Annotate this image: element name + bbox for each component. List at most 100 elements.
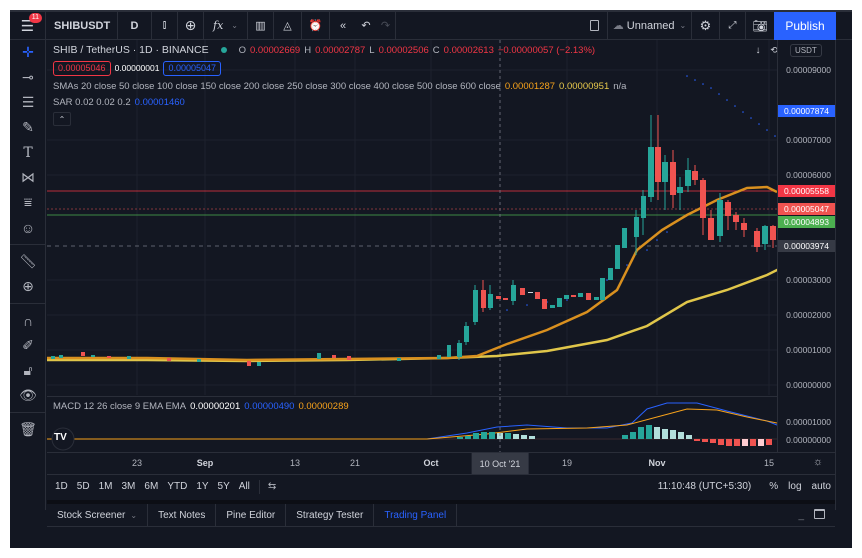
percent-scale-toggle[interactable]: %	[769, 481, 779, 492]
main-menu-button[interactable]: ☰ 11	[10, 11, 46, 40]
range-all[interactable]: All	[238, 481, 250, 492]
macd-axis-label: 0.00000000	[786, 435, 831, 445]
time-axis[interactable]: 23 Sep 13 21 Oct 19 Nov 15 10 Oct '21 ☼	[47, 452, 835, 474]
sar-legend-row[interactable]: SAR 0.02 0.02 0.2 0.00001460	[53, 94, 626, 110]
minimize-panel-button[interactable]: _	[798, 510, 804, 521]
snapshot-button[interactable]: 📷︎	[746, 12, 774, 40]
alarm-clock-icon: ⏰	[308, 20, 323, 32]
publish-button[interactable]: Publish	[774, 11, 836, 40]
crosshair-tool[interactable]: ✛	[10, 40, 46, 65]
main-chart-pane[interactable]: SHIB / TetherUS · 1D · BINANCE O 0.000026…	[47, 40, 778, 395]
redo-button[interactable]: ↷	[376, 11, 396, 40]
chart-legend: SHIB / TetherUS · 1D · BINANCE O 0.000026…	[53, 42, 626, 126]
range-3m[interactable]: 3M	[121, 481, 136, 492]
chart-settings-button[interactable]: ☼	[813, 456, 823, 468]
templates-button[interactable]: ◬	[274, 11, 302, 40]
tab-pine-editor[interactable]: Pine Editor	[216, 504, 287, 526]
remove-drawings[interactable]: 🗑︎	[10, 417, 46, 442]
go-to-date-button[interactable]: ⇆	[268, 481, 276, 492]
collapse-legend-button[interactable]: ⌃	[53, 112, 71, 126]
range-bar-right: 11:10:48 (UTC+5:30) % log auto	[658, 481, 831, 492]
buy-price-button[interactable]: 0.00005047	[163, 60, 222, 76]
crosshair-price-tag: 0.00003974	[778, 240, 835, 252]
hide-drawings[interactable]: 👁︎	[10, 383, 46, 408]
market-status-dot	[220, 47, 227, 53]
open-value: 0.00002669	[250, 44, 301, 56]
settings-button[interactable]: ⚙	[692, 11, 720, 40]
macd-pane[interactable]: TV MACD 12 26 close 9 EMA EMA 0.00000201…	[47, 396, 777, 453]
alert-button[interactable]: ⏰	[302, 11, 330, 40]
indicators-button[interactable]: fx ⌄	[204, 11, 248, 40]
sma-label: SMAs 20 close 50 close 100 close 150 clo…	[53, 80, 501, 92]
tab-stock-screener[interactable]: Stock Screener ⌄	[47, 504, 149, 526]
price-axis[interactable]: USDT 0.00009000 0.00007000 0.00006000 0.…	[777, 40, 835, 452]
prediction-tool[interactable]: ⩸	[10, 190, 46, 215]
range-1m[interactable]: 1M	[98, 481, 113, 492]
clock-display[interactable]: 11:10:48 (UTC+5:30)	[657, 481, 752, 492]
auto-scale-toggle[interactable]: auto	[811, 481, 831, 492]
tab-text-notes[interactable]: Text Notes	[148, 504, 217, 526]
lock-all-drawings[interactable]: 🔓︎	[10, 358, 46, 383]
reset-chart-button[interactable]: ⟲	[767, 43, 781, 57]
price-label: 0.00001000	[786, 345, 831, 355]
forecast-icon: ⩸	[23, 194, 33, 210]
range-1d[interactable]: 1D	[55, 481, 68, 492]
scroll-to-realtime-button[interactable]: ↓	[751, 43, 765, 57]
range-6m[interactable]: 6M	[144, 481, 159, 492]
fullscreen-button[interactable]: ⤢	[720, 11, 746, 40]
change-value: −0.00000057 (−2.13%)	[497, 44, 596, 56]
log-scale-toggle[interactable]: log	[788, 481, 802, 492]
price-label: 0.00003000	[786, 275, 831, 285]
bottom-panel-content	[47, 526, 835, 548]
symbol-search-button[interactable]: SHIBUSDT	[46, 11, 118, 40]
range-5d[interactable]: 5D	[76, 481, 90, 492]
spread-value: 0.00000001	[114, 62, 160, 73]
range-1y[interactable]: 1Y	[196, 481, 209, 492]
eye-icon: 👁︎	[19, 387, 37, 403]
tab-strategy-tester[interactable]: Strategy Tester	[286, 504, 375, 526]
fib-tool[interactable]: ☰	[10, 90, 46, 115]
lock-drawing-mode[interactable]: ✐	[10, 333, 46, 358]
sma-value-2: 0.00000951	[559, 80, 610, 92]
brush-icon: ✎	[22, 119, 34, 135]
maximize-panel-button[interactable]	[814, 508, 825, 522]
financials-button[interactable]: ▥	[248, 11, 274, 40]
interval-button[interactable]: D	[118, 11, 152, 40]
macd-label: MACD 12 26 close 9 EMA EMA	[53, 401, 187, 412]
tradingview-logo[interactable]: TV	[54, 432, 67, 443]
icon-tool[interactable]: ☺	[10, 215, 46, 240]
layout-name-button[interactable]: ☁ Unnamed ⌄	[608, 11, 692, 40]
trash-icon: 🗑︎	[19, 421, 37, 437]
layout-select-button[interactable]	[582, 11, 608, 40]
gear-icon: ⚙	[699, 17, 712, 33]
range-5y[interactable]: 5Y	[217, 481, 230, 492]
measure-tool[interactable]: 📏︎	[10, 249, 46, 274]
symbol-title[interactable]: SHIB / TetherUS · 1D · BINANCE	[53, 43, 209, 56]
undo-button[interactable]: ↶	[356, 12, 376, 40]
currency-button[interactable]: USDT	[790, 44, 822, 57]
high-price-tag: 0.00005558	[778, 185, 835, 197]
magnet-tool[interactable]: ∩	[10, 308, 46, 333]
brush-tool[interactable]: ✎	[10, 115, 46, 140]
sar-value: 0.00001460	[134, 96, 185, 108]
minimize-icon: _	[798, 509, 804, 521]
macd-legend[interactable]: MACD 12 26 close 9 EMA EMA 0.00000201 0.…	[53, 401, 349, 412]
sma-legend-row[interactable]: SMAs 20 close 50 close 100 close 150 clo…	[53, 78, 626, 94]
trend-line-tool[interactable]: ⊸	[10, 65, 46, 90]
zoom-in-tool[interactable]: ⊕	[10, 274, 46, 299]
tab-trading-panel[interactable]: Trading Panel	[374, 504, 458, 526]
cloud-icon: ☁	[612, 20, 624, 32]
sell-price-button[interactable]: 0.00005046	[53, 60, 111, 76]
zoom-in-icon: ⊕	[22, 278, 34, 294]
macd-line-value: 0.00000490	[244, 401, 295, 412]
text-tool[interactable]: T	[10, 140, 46, 165]
macd-canvas	[47, 397, 777, 453]
notification-badge: 11	[28, 12, 42, 23]
range-ytd[interactable]: YTD	[167, 481, 188, 492]
bar-chart-icon: ▥	[255, 20, 266, 32]
replay-button[interactable]: «	[330, 12, 356, 40]
pattern-tool[interactable]: ⋈	[10, 165, 46, 190]
chart-type-button[interactable]: ⫾	[152, 11, 178, 40]
unlock-icon: 🔓︎	[23, 362, 33, 378]
compare-button[interactable]: ⊕	[178, 11, 204, 40]
